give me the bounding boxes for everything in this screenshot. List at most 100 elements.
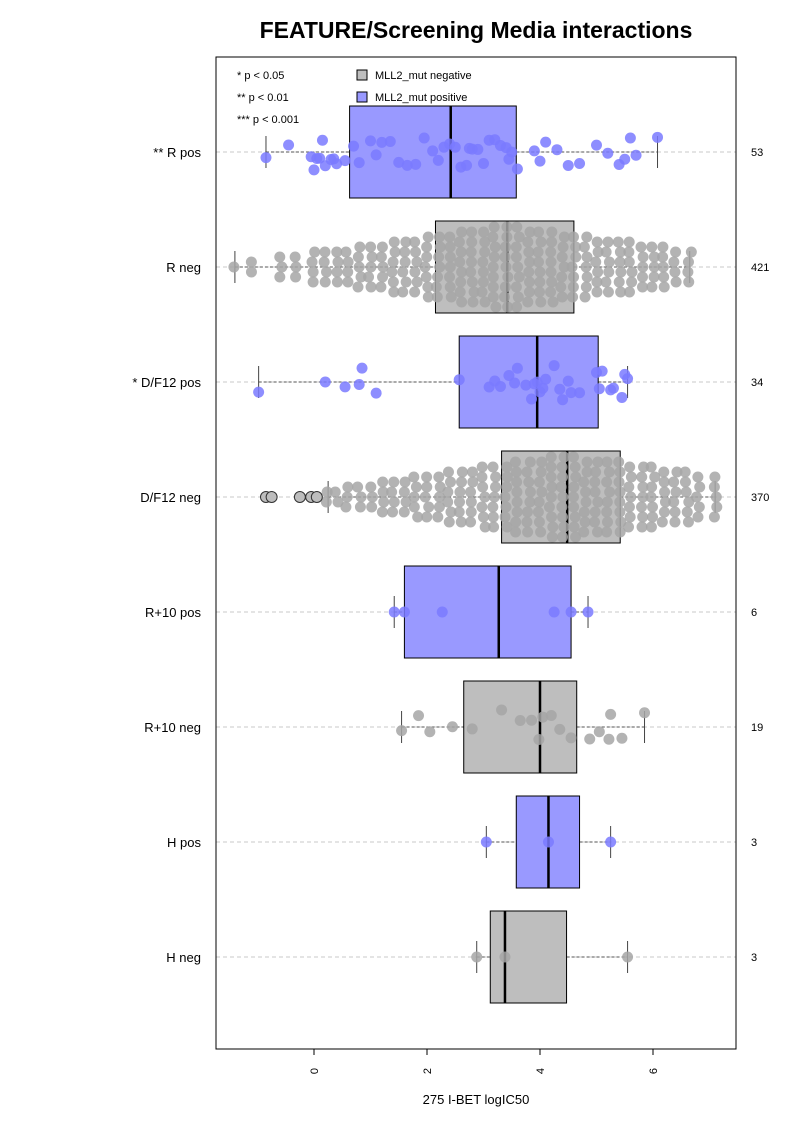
data-point (329, 486, 341, 498)
data-point (408, 491, 420, 503)
data-point (466, 276, 478, 288)
count-label: 370 (751, 492, 769, 504)
data-point (328, 153, 340, 165)
data-point (546, 531, 558, 543)
data-point (622, 951, 634, 963)
data-point (581, 456, 593, 468)
data-point (307, 276, 319, 288)
data-point (542, 836, 554, 848)
data-point (708, 511, 720, 523)
data-point (535, 296, 547, 308)
data-point (509, 377, 521, 389)
data-point (645, 521, 657, 533)
data-point (456, 296, 468, 308)
data-point (465, 246, 477, 258)
data-point (398, 486, 410, 498)
data-point (690, 491, 702, 503)
data-point (582, 606, 594, 618)
data-point (283, 139, 295, 151)
data-point (580, 281, 592, 293)
data-point (556, 291, 568, 303)
data-point (647, 511, 659, 523)
data-point (487, 291, 499, 303)
data-point (455, 276, 467, 288)
data-point (658, 271, 670, 283)
data-point (526, 393, 538, 405)
data-point (398, 606, 410, 618)
data-point (353, 261, 365, 273)
data-point (476, 471, 488, 483)
data-point (601, 476, 613, 488)
data-point (444, 231, 456, 243)
data-point (511, 486, 523, 498)
data-point (630, 149, 642, 161)
data-point (692, 511, 704, 523)
data-point (569, 511, 581, 523)
data-point (245, 266, 257, 278)
data-point (466, 226, 478, 238)
data-point (565, 732, 577, 744)
data-point (502, 301, 514, 313)
category-label: ** R pos (153, 145, 201, 160)
data-point (578, 526, 590, 538)
data-point (444, 476, 456, 488)
data-point (567, 281, 579, 293)
data-point (511, 506, 523, 518)
data-point (531, 376, 543, 388)
data-point (500, 501, 512, 513)
data-point (433, 471, 445, 483)
data-point (340, 501, 352, 513)
data-point (339, 381, 351, 393)
data-point (668, 256, 680, 268)
data-point (488, 521, 500, 533)
data-point (365, 261, 377, 273)
data-point (693, 501, 705, 513)
legend-label: MLL2_mut positive (375, 92, 467, 104)
data-point (646, 241, 658, 253)
data-point (659, 486, 671, 498)
data-point (558, 261, 570, 273)
data-point (540, 136, 552, 148)
data-point (574, 157, 586, 169)
data-point (570, 471, 582, 483)
data-point (436, 606, 448, 618)
data-point (331, 276, 343, 288)
data-point (557, 491, 569, 503)
data-point (388, 496, 400, 508)
data-point (556, 461, 568, 473)
data-point (433, 491, 445, 503)
data-point (546, 276, 558, 288)
data-point (376, 506, 388, 518)
data-point (378, 496, 390, 508)
outlier-point (293, 491, 306, 503)
data-point (589, 506, 601, 518)
data-point (408, 501, 420, 513)
data-point (603, 733, 615, 745)
data-point (537, 711, 549, 723)
data-point (592, 496, 604, 508)
data-point (555, 481, 567, 493)
data-point (376, 241, 388, 253)
data-point (442, 486, 454, 498)
data-point (456, 226, 468, 238)
data-point (477, 481, 489, 493)
data-point (456, 266, 468, 278)
data-point (444, 241, 456, 253)
data-point (578, 241, 590, 253)
data-point (524, 496, 536, 508)
data-point (669, 266, 681, 278)
data-point (423, 501, 435, 513)
data-point (274, 251, 286, 263)
data-point (613, 456, 625, 468)
data-point (290, 261, 302, 273)
data-point (465, 516, 477, 528)
data-point (593, 383, 605, 395)
data-point (510, 466, 522, 478)
data-point (671, 466, 683, 478)
data-point (558, 451, 570, 463)
data-point (711, 501, 723, 513)
data-point (562, 159, 574, 171)
data-point (488, 491, 500, 503)
data-point (421, 251, 433, 263)
